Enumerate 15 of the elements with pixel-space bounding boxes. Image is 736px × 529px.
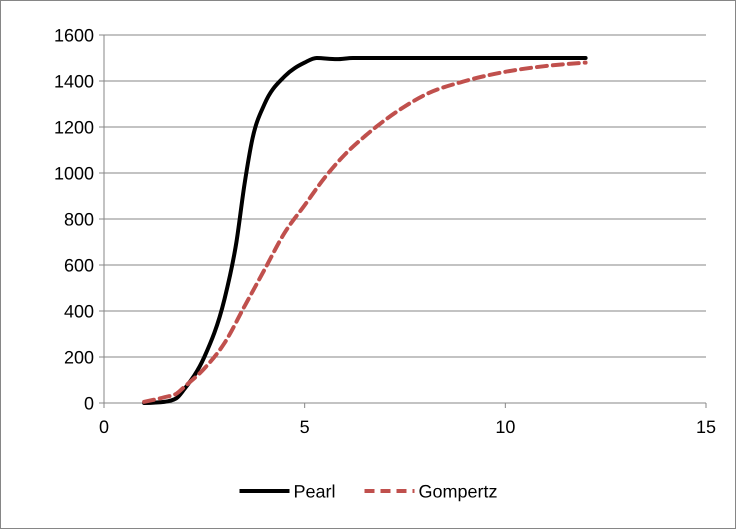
y-tick-label: 0 [84,393,94,414]
legend-label: Gompertz [418,481,498,502]
legend-label: Pearl [294,481,336,502]
y-tick-label: 200 [64,347,94,368]
y-tick-label: 1600 [54,25,94,46]
y-tick-label: 600 [64,255,94,276]
y-tick-label: 1400 [54,71,94,92]
y-tick-label: 800 [64,209,94,230]
x-tick-label: 5 [300,417,310,437]
x-tick-label: 15 [696,417,716,437]
y-tick-label: 400 [64,301,94,322]
x-tick-label: 10 [495,417,516,437]
y-tick-label: 1000 [54,163,94,184]
y-tick-label: 1200 [54,117,94,138]
x-tick-label: 0 [98,417,110,437]
